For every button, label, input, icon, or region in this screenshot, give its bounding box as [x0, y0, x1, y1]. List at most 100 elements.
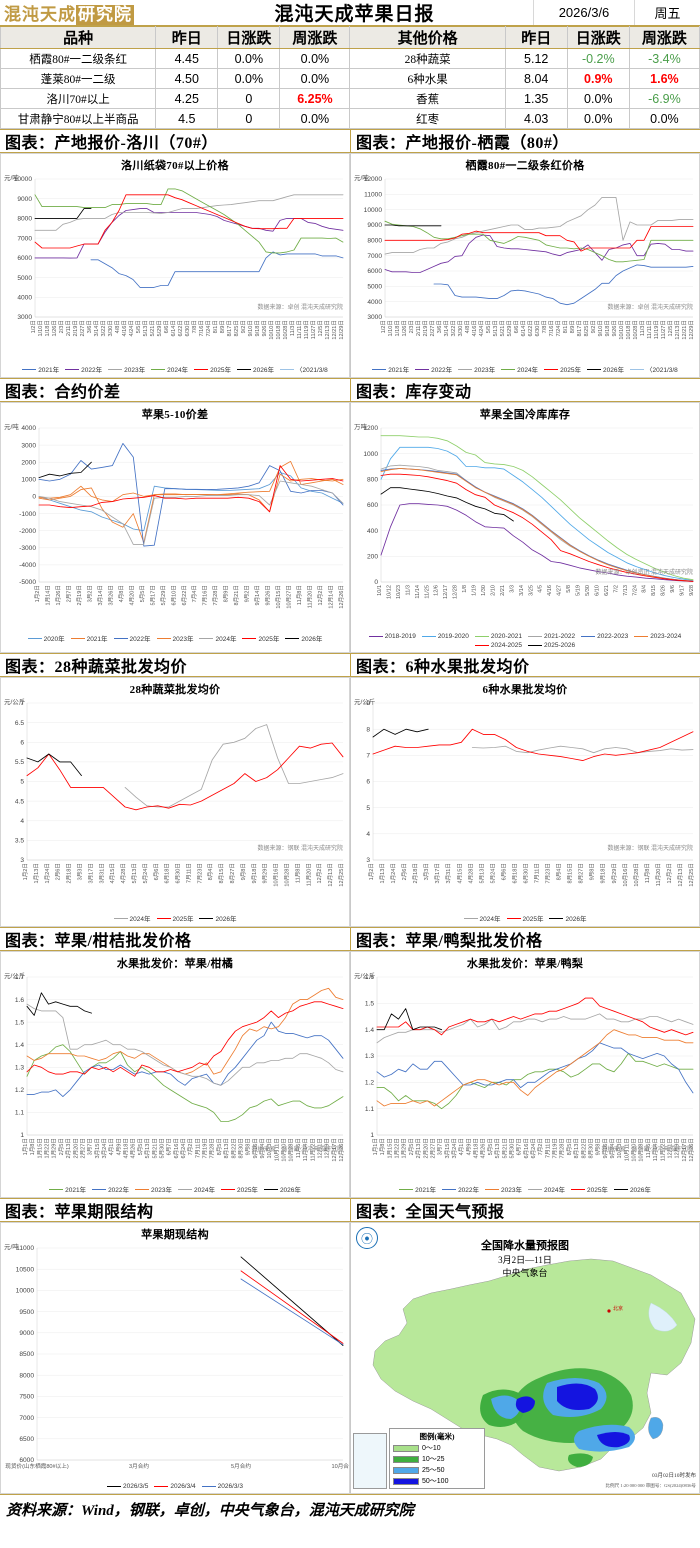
- svg-text:1/18日: 1/18日: [394, 320, 401, 336]
- svg-text:6月10日: 6月10日: [170, 585, 177, 606]
- table-row: 蓬莱80#一二级 4.50 0.0% 0.0% 6种水果 8.04 0.9% 1.6%: [0, 68, 700, 89]
- chart-legend: 2024年 2025年 2026年: [1, 912, 349, 926]
- legend-label: 〈2021/3/8: [296, 367, 328, 374]
- chart-row-1: 洛川纸袋70#以上价格 元/吨 3000 4000 5000 6000 7000 8000 90…: [0, 153, 700, 378]
- section-caption-right: 图表：库存变动: [350, 379, 700, 401]
- svg-text:7月11日: 7月11日: [185, 863, 192, 883]
- legend-item: 2024年: [199, 633, 236, 643]
- svg-text:4月9日: 4月9日: [465, 1138, 472, 1155]
- legend-item: 2022年: [415, 364, 452, 374]
- svg-text:8月13日: 8月13日: [223, 1138, 230, 1159]
- cell-left-weekly-change: 0.0%: [279, 48, 351, 69]
- svg-text:1月14日: 1月14日: [45, 585, 52, 606]
- legend-swatch: [199, 917, 214, 919]
- svg-text:6月16日: 6月16日: [523, 1138, 530, 1159]
- legend-item: 2025年: [220, 1184, 258, 1194]
- svg-text:1月8日: 1月8日: [379, 1138, 386, 1155]
- th-right-yesterday: 昨日: [504, 26, 568, 49]
- svg-text:8/1日: 8/1日: [212, 320, 219, 333]
- legend-item: 2023-2024: [634, 633, 681, 640]
- legend-label: 2024年: [517, 367, 539, 374]
- svg-text:1月15日: 1月15日: [36, 1138, 43, 1159]
- svg-text:6000: 6000: [17, 255, 32, 262]
- chart-title: 苹果5-10价差: [141, 409, 209, 421]
- chart-title: 水果批发价：苹果/鸭梨: [466, 958, 584, 970]
- section-header-row: 图表：产地报价-洛川（70#） 图表：产地报价-栖霞（80#）: [0, 129, 700, 153]
- legend-swatch: [113, 917, 128, 919]
- svg-text:0: 0: [32, 494, 36, 501]
- svg-text:1200: 1200: [363, 425, 378, 432]
- legend-label: 2026年: [629, 1187, 651, 1194]
- legend-label: 2020-2021: [490, 633, 522, 640]
- legend-label: 2018-2019: [384, 633, 416, 640]
- svg-text:4: 4: [20, 818, 24, 825]
- svg-text:1/10日: 1/10日: [387, 320, 394, 336]
- svg-text:10/23: 10/23: [396, 585, 402, 599]
- legend-item: 2021-2022: [528, 633, 575, 640]
- svg-text:12/5日: 12/5日: [667, 320, 674, 336]
- cell-right-yesterday: 5.12: [504, 48, 568, 69]
- svg-text:8/9日: 8/9日: [219, 320, 226, 333]
- svg-text:5月30日: 5月30日: [159, 1138, 166, 1159]
- legend-label: 2026/3/4: [170, 1483, 196, 1490]
- legend-item: 2026年: [587, 364, 624, 374]
- legend-swatch: [285, 637, 300, 639]
- legend-swatch: [544, 368, 559, 370]
- legend-item: 2024年: [113, 913, 151, 923]
- svg-text:12/17: 12/17: [443, 585, 449, 599]
- svg-text:9: 9: [366, 700, 370, 707]
- svg-text:4/24日: 4/24日: [128, 320, 135, 336]
- svg-text:3: 3: [20, 857, 24, 864]
- legend-label: 2024年: [215, 636, 237, 643]
- chart-legend: 2021年 2022年 2023年 2024年 2025年 2026年 〈2021/3/8: [1, 363, 349, 377]
- svg-text:6/22日: 6/22日: [177, 320, 184, 336]
- chart-unit-label: 万吨: [354, 424, 367, 431]
- legend-item: 2019-2020: [421, 633, 469, 640]
- svg-text:2月5日: 2月5日: [58, 1138, 65, 1155]
- map-subtitle: 3月2日—11日: [498, 1255, 552, 1265]
- legend-swatch: [463, 917, 478, 919]
- svg-text:400: 400: [367, 528, 378, 535]
- cell-left-daily-change: 0: [217, 108, 281, 129]
- svg-text:5: 5: [20, 779, 24, 786]
- legend-label: 2024年: [479, 916, 501, 923]
- chart-legend: 2021年 2022年 2023年 2024年 2025年 2026年: [351, 1183, 699, 1197]
- cell-right-daily-change: 0.0%: [566, 88, 630, 109]
- cell-left-yesterday: 4.50: [155, 68, 219, 89]
- legend-item: 2024年: [501, 364, 538, 374]
- svg-text:8/1日: 8/1日: [562, 320, 569, 333]
- svg-text:1/30: 1/30: [481, 585, 487, 596]
- svg-text:8月22日: 8月22日: [230, 1138, 237, 1159]
- svg-text:11月20日: 11月20日: [307, 585, 314, 608]
- cell-left-weekly-change: 6.25%: [279, 88, 351, 109]
- chart-pane-term-structure: 苹果期现结构 元/吨 6000 6500 7000 7500 8000 8500 9000 950…: [0, 1222, 350, 1494]
- svg-text:5/8: 5/8: [566, 585, 572, 593]
- legend-swatch: [280, 368, 294, 370]
- svg-text:7/2: 7/2: [613, 585, 619, 593]
- table-body: 栖霞80#一二级条红 4.45 0.0% 0.0% 28种蔬菜 5.12 -0.2% -3.4…: [0, 48, 700, 129]
- svg-text:12月26日: 12月26日: [688, 1138, 695, 1162]
- map-scale-note: 比例尺 1:20 000 000 审图号：GS(2024)0836号: [605, 1483, 696, 1488]
- svg-text:6/10: 6/10: [595, 585, 601, 596]
- svg-text:4月8日: 4月8日: [118, 585, 125, 602]
- chart-pane-veg28: 28种蔬菜批发均价 元/公斤 3 3.5 4 4.5 5 5.5 6 6.5 7 1月2日 1月13日 1…: [0, 677, 350, 927]
- svg-text:11月20日: 11月20日: [655, 863, 662, 886]
- svg-text:1: 1: [20, 1132, 24, 1139]
- cell-right-daily-change: 0.9%: [566, 68, 630, 89]
- cell-left-variety: 洛川70#以上: [0, 88, 157, 109]
- legend-item: 2021年: [49, 1184, 86, 1194]
- svg-text:7月28日: 7月28日: [212, 585, 219, 606]
- map-legend-swatch: [393, 1466, 419, 1474]
- svg-text:6: 6: [20, 740, 24, 747]
- svg-text:12月9日: 12月9日: [324, 1138, 331, 1159]
- svg-text:6月24日: 6月24日: [180, 1138, 187, 1159]
- svg-text:9/26日: 9/26日: [611, 320, 618, 336]
- svg-text:11/3日: 11/3日: [289, 320, 296, 336]
- svg-text:6/22日: 6/22日: [527, 320, 534, 336]
- svg-text:3/3: 3/3: [509, 585, 515, 593]
- svg-text:-4000: -4000: [19, 562, 36, 569]
- svg-text:8月4日: 8月4日: [556, 863, 563, 880]
- svg-text:8月5日: 8月5日: [216, 1138, 223, 1155]
- svg-text:3/22日: 3/22日: [100, 320, 107, 336]
- report-title: 混沌天成苹果日报: [176, 0, 533, 25]
